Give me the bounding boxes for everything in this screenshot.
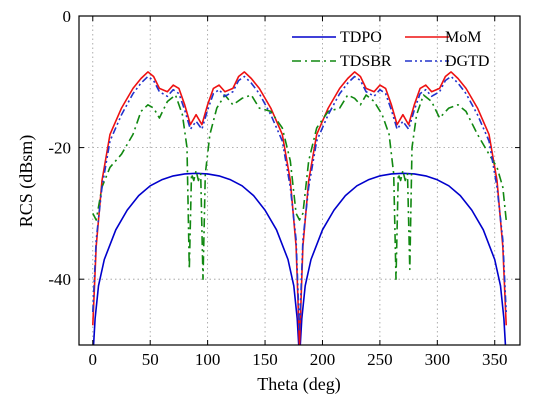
x-tick-label: 350	[482, 350, 508, 369]
legend-label-mom: MoM	[445, 29, 481, 46]
legend-label-dgtd: DGTD	[445, 53, 489, 70]
legend: TDPO MoM TDSBR DGTD	[292, 29, 489, 70]
legend-label-tdpo: TDPO	[340, 29, 382, 46]
legend-label-tdsbr: TDSBR	[340, 53, 392, 70]
x-tick-label: 200	[310, 350, 336, 369]
series-line-tdsbr	[92, 94, 507, 280]
x-tick-label: 0	[89, 350, 98, 369]
x-tick-label: 250	[367, 350, 393, 369]
axis-ticks	[79, 15, 520, 345]
y-axis-title: RCS (dBsm)	[16, 135, 37, 228]
y-tick-label: -40	[48, 270, 71, 289]
x-tick-label: 100	[195, 350, 221, 369]
y-tick-label: -20	[48, 139, 71, 158]
x-tick-label: 150	[252, 350, 278, 369]
x-axis-title: Theta (deg)	[257, 374, 340, 395]
plot-frame	[78, 15, 521, 346]
y-tick-label: 0	[63, 7, 72, 26]
x-tick-label: 300	[425, 350, 451, 369]
series-line-dgtd	[92, 75, 507, 333]
tick-labels: 0 50 100 150 200 250 300 350 0 -20 -40	[48, 7, 507, 369]
series-line-tdpo	[92, 172, 507, 345]
x-tick-label: 50	[142, 350, 159, 369]
series-group	[92, 71, 507, 345]
series-line-mom	[92, 71, 507, 345]
